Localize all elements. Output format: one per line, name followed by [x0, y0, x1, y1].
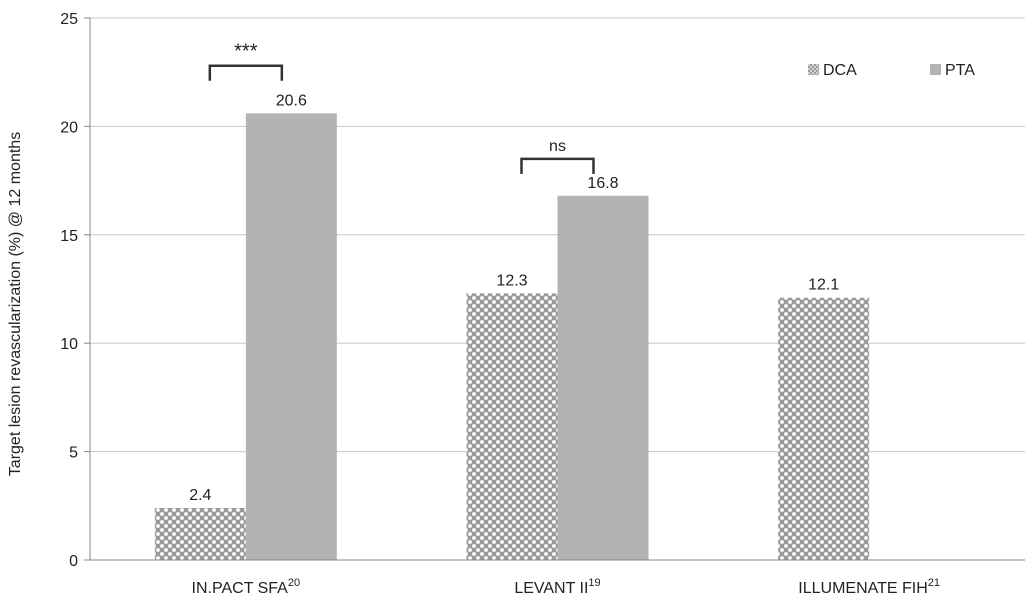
y-axis-label: Target lesion revascularization (%) @ 12…: [7, 132, 24, 476]
bar-dca-0: [154, 507, 246, 560]
y-tick-label: 20: [60, 119, 78, 136]
y-tick-label: 25: [60, 11, 78, 28]
significance-label: ***: [234, 41, 258, 63]
x-tick-label-reference: 19: [588, 577, 600, 589]
y-tick-label: 15: [60, 228, 78, 245]
y-tick-label: 0: [69, 553, 78, 570]
significance-bracket: [520, 157, 595, 174]
bar-dca-1: [466, 293, 558, 560]
x-tick-label-name: LEVANT II: [514, 580, 588, 597]
x-tick-label: IN.PACT SFA20: [192, 577, 301, 597]
significance-bracket: [208, 64, 284, 81]
legend-swatch-dca: [808, 64, 819, 75]
legend-swatch-pta: [930, 64, 941, 75]
bar-dca-2: [778, 297, 870, 560]
bar-pta-1: [557, 195, 649, 560]
x-tick-label-reference: 21: [928, 577, 940, 589]
x-tick-label-name: IN.PACT SFA: [192, 580, 289, 597]
data-label: 20.6: [276, 92, 307, 109]
data-label: 16.8: [587, 175, 618, 192]
y-tick-label: 10: [60, 336, 78, 353]
x-tick-label-name: ILLUMENATE FIH: [798, 580, 928, 597]
x-tick-label: LEVANT II19: [514, 577, 600, 597]
data-label: 12.3: [496, 272, 527, 289]
x-tick-label: ILLUMENATE FIH21: [798, 577, 940, 597]
bar-pta-0: [245, 113, 337, 560]
legend-label-pta: PTA: [945, 62, 975, 79]
y-tick-label: 5: [69, 445, 78, 462]
x-tick-label-reference: 20: [288, 577, 300, 589]
significance-label: ns: [549, 138, 566, 155]
data-label: 12.1: [808, 277, 839, 294]
data-label: 2.4: [189, 487, 211, 504]
legend-label-dca: DCA: [823, 62, 857, 79]
